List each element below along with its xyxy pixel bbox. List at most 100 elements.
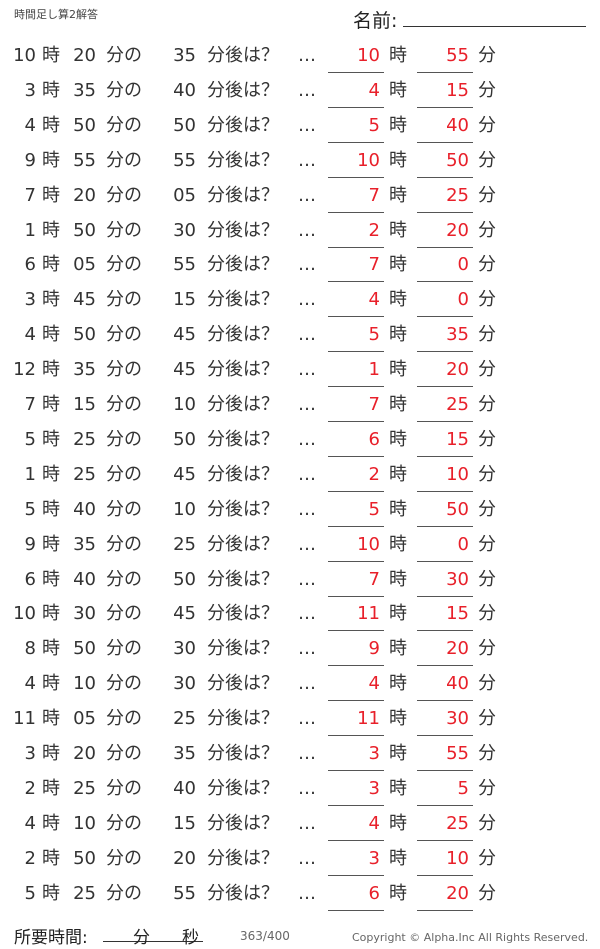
answer-hour-field[interactable] — [328, 770, 384, 771]
time-field[interactable] — [103, 941, 203, 942]
start-minute: 45 — [73, 289, 96, 311]
answer-hour-field[interactable] — [328, 211, 384, 213]
answer-hour-field[interactable] — [328, 72, 384, 73]
answer-hour-field[interactable] — [328, 560, 384, 562]
answer-minute-field[interactable] — [417, 595, 473, 597]
name-field[interactable] — [403, 26, 586, 27]
answer-minute-field[interactable] — [417, 735, 473, 737]
answer-hour-field[interactable] — [328, 909, 384, 911]
start-hour: 9 — [24, 149, 36, 171]
added-minutes: 55 — [173, 149, 196, 171]
answer-hour-field[interactable] — [328, 421, 384, 422]
ellipsis: … — [298, 533, 316, 555]
problem-row: 12 時 35 分の 45 分後は？… 1 時 20 分 — [0, 353, 600, 388]
answer-minute-field[interactable] — [417, 874, 473, 876]
answer-hour-field[interactable] — [328, 735, 384, 737]
start-hour: 5 — [24, 428, 36, 450]
answer-minute-field[interactable] — [417, 665, 473, 667]
start-hour: 2 — [24, 777, 36, 799]
answer-minute-field[interactable] — [417, 281, 473, 283]
added-minutes: 25 — [173, 708, 196, 730]
start-minute: 50 — [73, 638, 96, 660]
problem-row: 4 時 10 分の 30 分後は？… 4 時 40 分 — [0, 667, 600, 702]
minute-label: 分 — [478, 114, 496, 136]
answer-minute: 5 — [457, 777, 469, 799]
answer-hour-field[interactable] — [328, 839, 384, 841]
hour-label: 時 — [389, 847, 407, 869]
answer-hour-field[interactable] — [328, 665, 384, 667]
start-hour: 4 — [24, 812, 36, 834]
minute-label: 分 — [478, 847, 496, 869]
hour-label: 時 — [389, 428, 407, 450]
answer-hour-field[interactable] — [328, 874, 384, 876]
answer-hour-field[interactable] — [328, 455, 384, 457]
hour-label: 時 — [42, 219, 60, 241]
answer-hour-field[interactable] — [328, 351, 384, 353]
answer-minute-field[interactable] — [417, 909, 473, 911]
answer-hour-field[interactable] — [328, 630, 384, 632]
start-minute: 15 — [73, 394, 96, 415]
problem-row: 5 時 40 分の 10 分後は？… 5 時 50 分 — [0, 493, 600, 527]
minute-of-label: 分の — [106, 149, 142, 171]
hour-label: 時 — [389, 743, 407, 764]
answer-hour: 4 — [368, 289, 380, 311]
answer-hour-field[interactable] — [328, 106, 384, 108]
added-minutes: 45 — [173, 324, 196, 346]
answer-minute-field[interactable] — [417, 490, 473, 492]
answer-hour-field[interactable] — [328, 490, 384, 492]
answer-hour-field[interactable] — [328, 141, 384, 143]
answer-hour-field[interactable] — [328, 246, 384, 248]
answer-minute-field[interactable] — [417, 630, 473, 632]
start-minute: 10 — [73, 673, 96, 695]
minute-label: 分 — [478, 812, 496, 834]
minutes-after-label: 分後は？ — [207, 114, 279, 136]
answer-minute-field[interactable] — [417, 804, 473, 806]
ellipsis: … — [298, 289, 316, 311]
minute-of-label: 分の — [106, 743, 142, 764]
answer-minute-field[interactable] — [417, 560, 473, 562]
answer-hour-field[interactable] — [328, 700, 384, 702]
answer-hour: 3 — [368, 847, 380, 869]
answer-minute-field[interactable] — [417, 386, 473, 388]
answer-minute-field[interactable] — [417, 141, 473, 143]
answer-hour-field[interactable] — [328, 176, 384, 178]
minutes-after-label: 分後は？ — [207, 777, 279, 799]
problem-row: 7 時 20 分の 05 分後は？… 7 時 25 分 — [0, 179, 600, 213]
hour-label: 時 — [42, 638, 60, 660]
answer-hour: 3 — [368, 777, 380, 799]
answer-minute-field[interactable] — [417, 421, 473, 422]
minutes-after-label: 分後は？ — [207, 45, 279, 66]
answer-minute-field[interactable] — [417, 770, 473, 771]
start-hour: 4 — [24, 324, 36, 346]
minute-label: 分 — [478, 359, 496, 381]
answer-minute: 15 — [446, 79, 469, 101]
answer-minute-field[interactable] — [417, 525, 473, 527]
start-hour: 7 — [24, 184, 36, 206]
answer-minute-field[interactable] — [417, 211, 473, 213]
answer-hour-field[interactable] — [328, 525, 384, 527]
hour-label: 時 — [389, 673, 407, 695]
answer-minute-field[interactable] — [417, 839, 473, 841]
answer-hour-field[interactable] — [328, 595, 384, 597]
ellipsis: … — [298, 114, 316, 136]
start-minute: 40 — [73, 498, 96, 520]
answer-hour-field[interactable] — [328, 281, 384, 283]
answer-minute-field[interactable] — [417, 700, 473, 702]
answer-hour-field[interactable] — [328, 386, 384, 388]
answer-minute-field[interactable] — [417, 106, 473, 108]
answer-minute-field[interactable] — [417, 351, 473, 353]
start-minute: 25 — [73, 882, 96, 904]
answer-minute-field[interactable] — [417, 316, 473, 318]
answer-minute-field[interactable] — [417, 455, 473, 457]
answer-minute-field[interactable] — [417, 72, 473, 73]
answer-minute-field[interactable] — [417, 176, 473, 178]
answer-minute: 50 — [446, 498, 469, 520]
minutes-after-label: 分後は？ — [207, 812, 279, 834]
start-minute: 25 — [73, 463, 96, 485]
answer-minute-field[interactable] — [417, 246, 473, 248]
answer-hour-field[interactable] — [328, 316, 384, 318]
minute-label: 分 — [478, 603, 496, 625]
problem-row: 3 時 20 分の 35 分後は？… 3 時 55 分 — [0, 737, 600, 771]
answer-minute: 25 — [446, 812, 469, 834]
answer-hour-field[interactable] — [328, 804, 384, 806]
